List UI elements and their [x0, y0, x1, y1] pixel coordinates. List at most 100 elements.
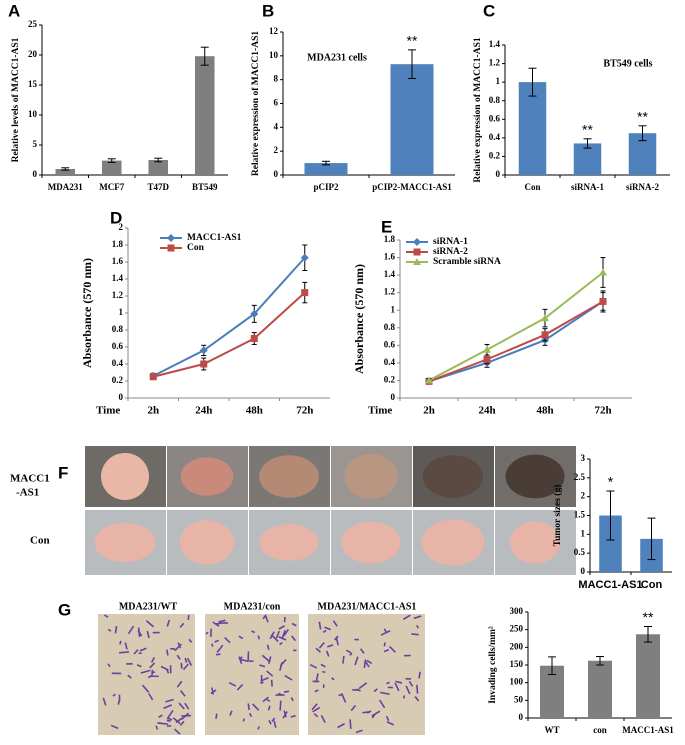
y-tick-label: 150	[510, 659, 524, 669]
x-tick-label: 2h	[147, 405, 159, 417]
cell	[179, 720, 185, 726]
cell	[148, 693, 154, 701]
cell	[176, 680, 183, 688]
y-tick-label: 0	[33, 169, 38, 179]
cell	[405, 685, 411, 695]
y-tick-label: 25	[28, 19, 38, 29]
cell	[333, 635, 339, 641]
point	[599, 268, 607, 276]
x-tick-label: 24h	[195, 405, 212, 417]
x-tick-label: 48h	[246, 405, 263, 417]
point	[300, 253, 309, 262]
y-tick-label: 2.5	[574, 472, 586, 482]
cell	[257, 726, 260, 730]
y-tick-label: 1	[119, 307, 124, 317]
panel-letter: A	[8, 1, 20, 20]
cell	[262, 696, 269, 703]
x-tick-label: pCIP2-MACC1-AS1	[372, 182, 452, 192]
point	[413, 248, 421, 256]
x-tick-label: siRNA-1	[571, 182, 604, 192]
photo	[98, 614, 195, 735]
legend-label: siRNA-1	[433, 237, 468, 247]
cell	[137, 627, 141, 638]
cell	[107, 663, 111, 668]
tissue	[94, 523, 156, 562]
cell	[266, 698, 271, 703]
cell	[403, 614, 411, 621]
cell	[364, 661, 370, 668]
bar	[518, 82, 547, 175]
cell	[290, 714, 296, 718]
cell	[358, 682, 368, 690]
cell	[173, 728, 181, 735]
cell	[155, 725, 159, 730]
y-axis-label: Absorbance (570 nm)	[80, 258, 94, 368]
cell	[140, 669, 151, 674]
cell	[176, 654, 181, 660]
panel-letter: F	[58, 463, 68, 482]
x-tick-label: pCIP2	[313, 182, 339, 192]
cell	[332, 620, 338, 627]
cell	[278, 625, 285, 630]
cell	[240, 658, 249, 663]
cell	[188, 638, 193, 643]
cell	[118, 651, 130, 654]
y-tick-label: 1.5	[574, 510, 586, 520]
cell	[242, 718, 246, 722]
x-tick-label: 72h	[594, 405, 611, 417]
cell	[326, 650, 330, 657]
cell	[124, 642, 128, 650]
cell	[337, 723, 345, 729]
cell	[366, 659, 373, 665]
bar	[390, 64, 434, 175]
bar	[588, 660, 612, 718]
cell	[395, 680, 403, 684]
cell	[349, 652, 353, 656]
cell	[354, 656, 359, 666]
cell	[184, 702, 190, 710]
x-tick-label: Con	[524, 182, 540, 192]
y-tick-label: 1.8	[112, 239, 124, 249]
line	[428, 271, 604, 382]
cell	[266, 644, 270, 651]
cell	[104, 614, 109, 618]
cell	[251, 630, 256, 634]
cell	[166, 710, 174, 720]
bar	[599, 515, 622, 572]
y-tick-label: 1.4	[112, 273, 124, 283]
y-tick-label: 1	[496, 76, 501, 86]
bar	[573, 143, 602, 175]
point	[483, 355, 491, 363]
y-tick-label: 1.8	[384, 234, 396, 244]
cell	[178, 702, 185, 710]
cell	[402, 695, 406, 699]
y-tick-label: 1.6	[112, 256, 124, 266]
y-tick-label: 0.2	[112, 375, 124, 385]
y-tick-label: 100	[510, 677, 524, 687]
cell	[350, 704, 357, 712]
cell	[327, 644, 334, 648]
cell	[112, 693, 116, 697]
cell	[267, 705, 271, 711]
y-tick-label: 0	[496, 169, 501, 179]
cell	[311, 703, 318, 711]
y-tick-label: 0.6	[384, 339, 396, 349]
cell	[291, 622, 297, 627]
tissue	[505, 454, 565, 499]
cell	[215, 653, 221, 656]
cell	[413, 615, 422, 620]
tissue	[259, 524, 319, 561]
cell	[277, 692, 283, 696]
point	[541, 314, 549, 322]
cell	[416, 625, 419, 629]
line	[153, 291, 306, 378]
y-tick-label: 10	[269, 50, 279, 60]
panel-letter: E	[381, 217, 392, 236]
cell	[187, 614, 190, 620]
y-tick-label: 10	[28, 109, 38, 119]
cell	[259, 664, 266, 668]
cell	[133, 649, 139, 655]
cell	[228, 682, 237, 687]
x-tick-label: con	[593, 725, 607, 735]
